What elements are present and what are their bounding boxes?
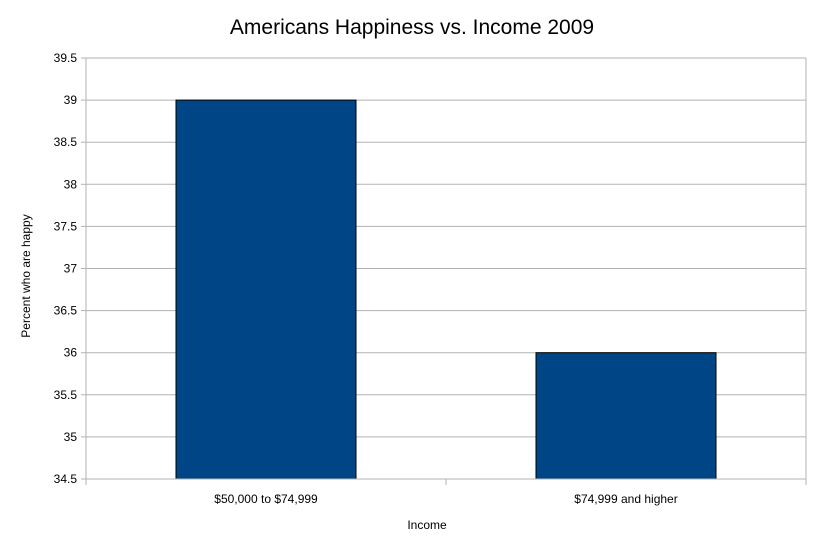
y-axis-title: Percent who are happy bbox=[19, 214, 33, 337]
axes: 34.5 35 35.5 36 36.5 37 37.5 38 38.5 39 39.5 $50,00… bbox=[54, 51, 807, 506]
y-tick-label: 35.5 bbox=[54, 388, 78, 402]
y-tick-label: 39.5 bbox=[54, 51, 78, 65]
y-tick-label: 35 bbox=[64, 430, 78, 444]
y-tick-label: 38.5 bbox=[54, 135, 78, 149]
y-tick-label: 36 bbox=[64, 346, 78, 360]
x-axis-title: Income bbox=[407, 518, 447, 532]
x-category-label: $50,000 to $74,999 bbox=[214, 492, 318, 506]
y-tick-label: 39 bbox=[64, 93, 78, 107]
y-tick-label: 34.5 bbox=[54, 472, 78, 486]
y-tick-label: 37.5 bbox=[54, 219, 78, 233]
y-tick-label: 38 bbox=[64, 177, 78, 191]
chart-title: Americans Happiness vs. Income 2009 bbox=[230, 16, 594, 39]
bars bbox=[175, 99, 717, 480]
y-tick-label: 36.5 bbox=[54, 304, 78, 318]
x-category-label: $74,999 and higher bbox=[574, 492, 677, 506]
y-tick-label: 37 bbox=[64, 262, 78, 276]
bar bbox=[535, 352, 717, 480]
bar bbox=[175, 99, 357, 480]
